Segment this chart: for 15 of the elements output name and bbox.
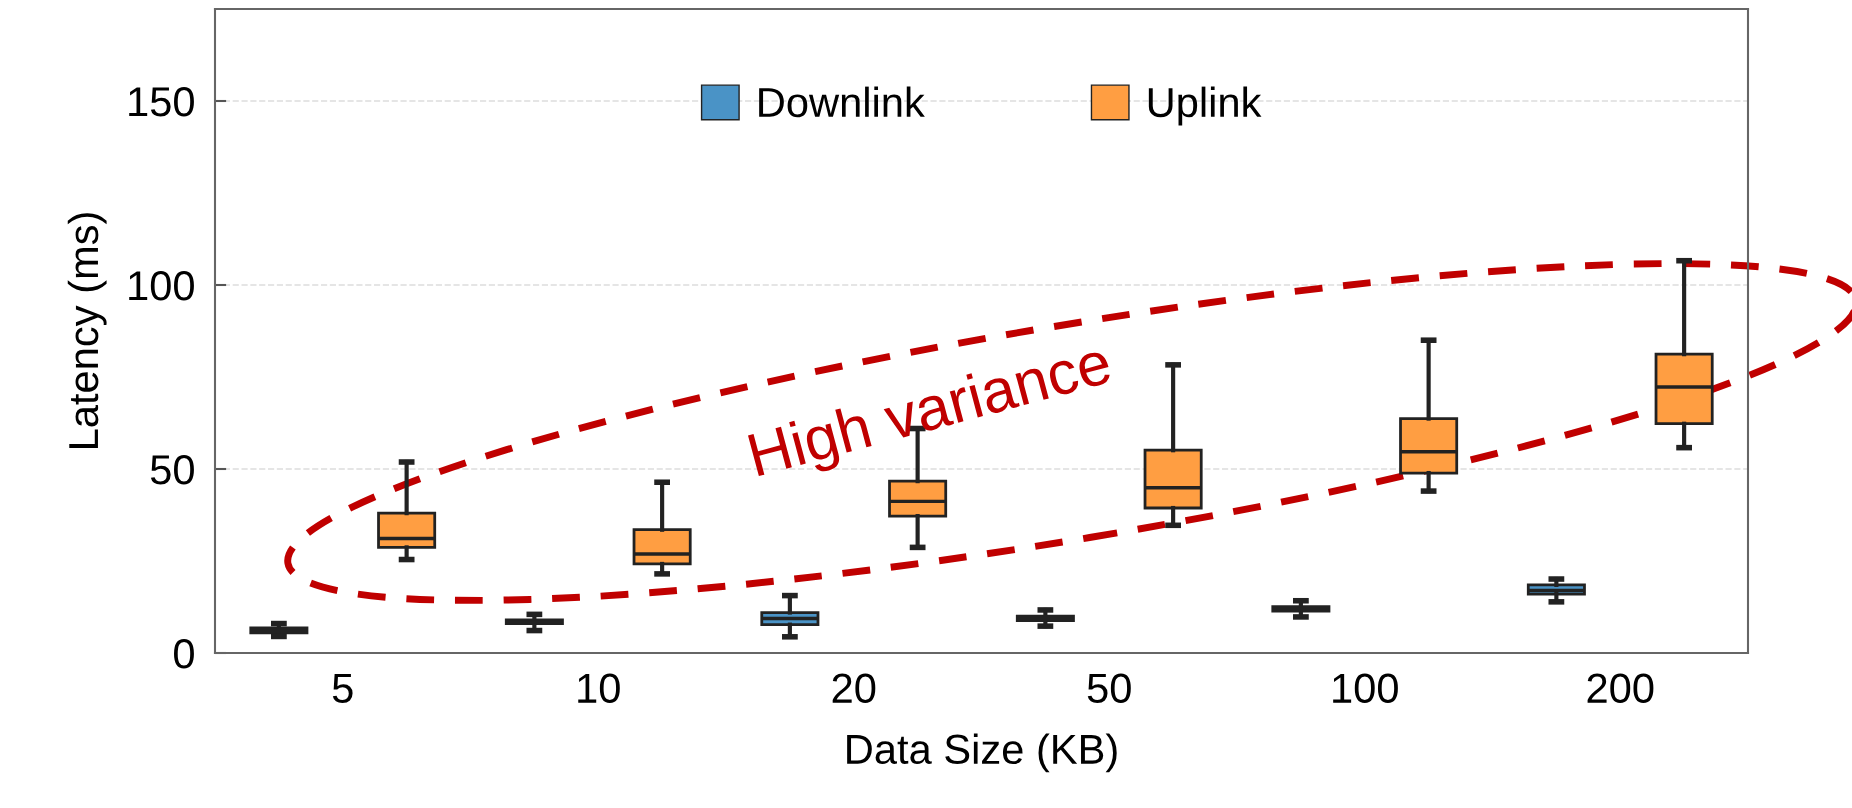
x-tick-label: 100 bbox=[1333, 673, 1398, 704]
y-tick-label: 150 bbox=[129, 87, 194, 117]
y-axis-title: Latency (ms) bbox=[67, 213, 107, 448]
y-tick-label: 0 bbox=[174, 639, 194, 669]
x-tick-label: 10 bbox=[578, 673, 620, 704]
x-tick-label: 50 bbox=[1087, 673, 1131, 704]
x-tick-label: 20 bbox=[832, 673, 876, 704]
x-tick-label: 5 bbox=[332, 673, 353, 704]
y-tick-label: 50 bbox=[150, 455, 194, 485]
x-axis-title: Data Size (KB) bbox=[847, 733, 1117, 773]
legend-label: Downlink bbox=[759, 86, 925, 118]
annotation: High variance bbox=[747, 338, 1116, 489]
legend-label: Uplink bbox=[1148, 86, 1262, 126]
y-tick-label: 100 bbox=[129, 271, 194, 301]
x-tick-label: 200 bbox=[1587, 673, 1654, 704]
